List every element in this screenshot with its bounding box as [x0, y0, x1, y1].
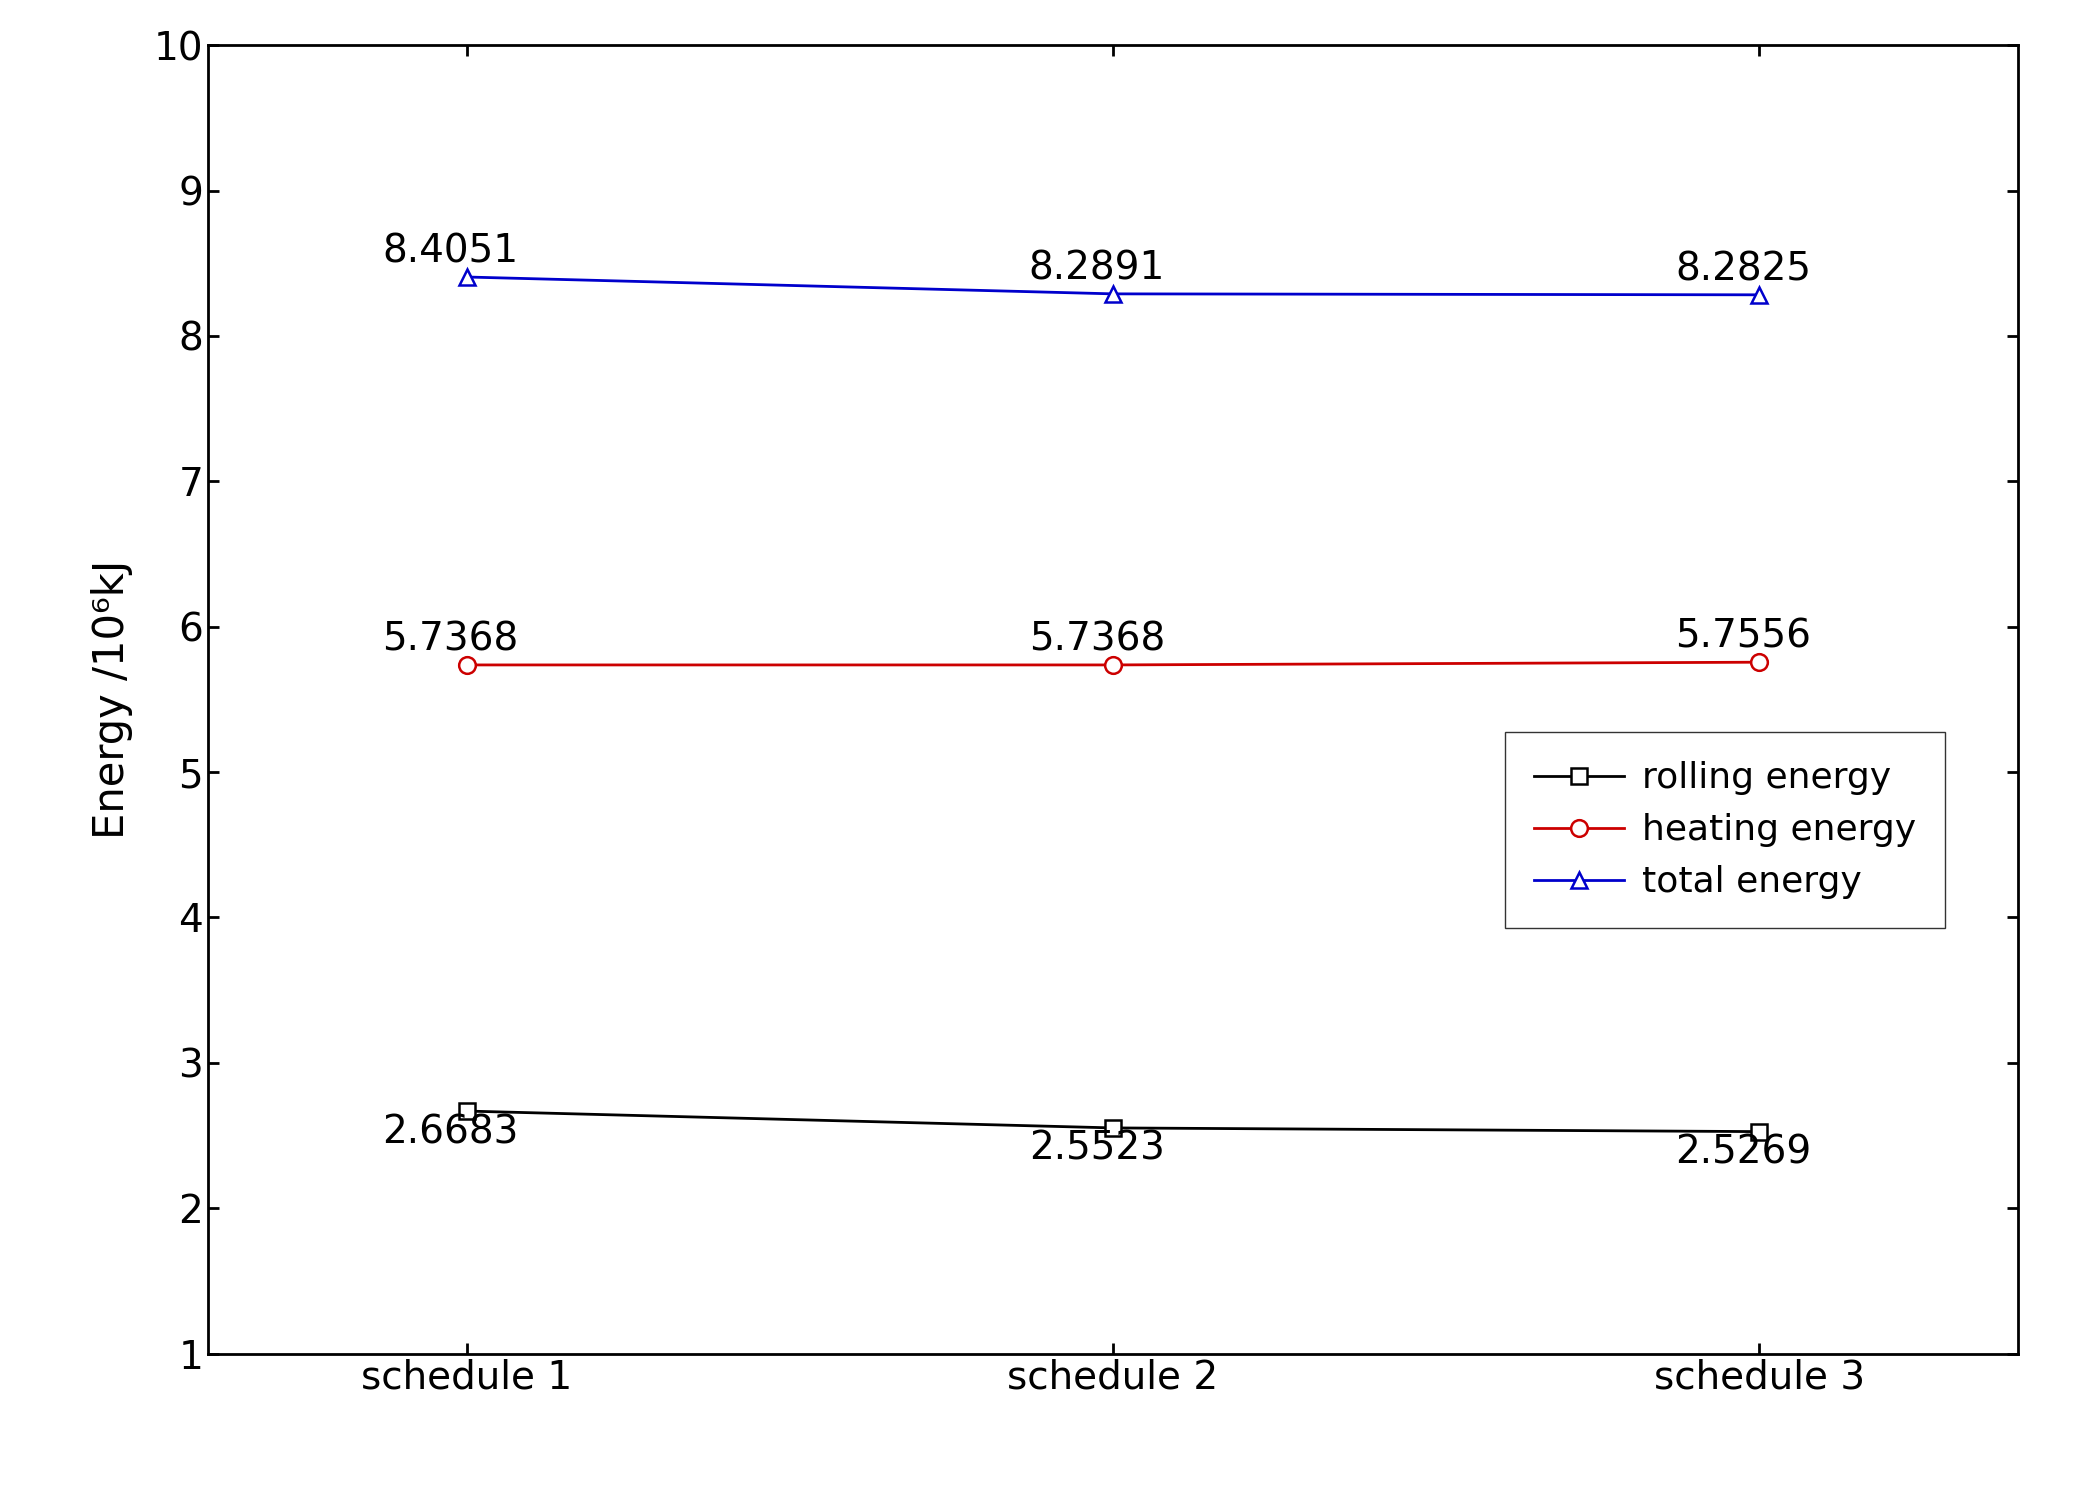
Text: 8.2825: 8.2825: [1674, 250, 1812, 289]
heating energy: [453, 656, 478, 674]
rolling energy: [1100, 1119, 1125, 1137]
rolling energy: [453, 1102, 478, 1120]
Text: 5.7556: 5.7556: [1674, 618, 1812, 656]
Legend: rolling energy, heating energy, total energy: rolling energy, heating energy, total en…: [1506, 732, 1945, 928]
total energy: [1747, 286, 1772, 304]
Text: 5.7368: 5.7368: [383, 620, 518, 659]
total energy: [453, 268, 478, 286]
Line: heating energy: heating energy: [458, 654, 1768, 674]
total energy: [1100, 284, 1125, 302]
heating energy: [1100, 656, 1125, 674]
Line: total energy: total energy: [458, 269, 1768, 304]
Text: 2.5523: 2.5523: [1030, 1130, 1165, 1169]
Text: 8.2891: 8.2891: [1030, 250, 1165, 287]
Text: 5.7368: 5.7368: [1030, 620, 1165, 659]
rolling energy: [1747, 1122, 1772, 1140]
Text: 8.4051: 8.4051: [383, 233, 518, 271]
heating energy: [1747, 653, 1772, 671]
Y-axis label: Energy /10⁶kJ: Energy /10⁶kJ: [92, 559, 133, 839]
Line: rolling energy: rolling energy: [458, 1102, 1768, 1140]
Text: 2.6683: 2.6683: [383, 1113, 518, 1151]
Text: 2.5269: 2.5269: [1674, 1134, 1812, 1172]
